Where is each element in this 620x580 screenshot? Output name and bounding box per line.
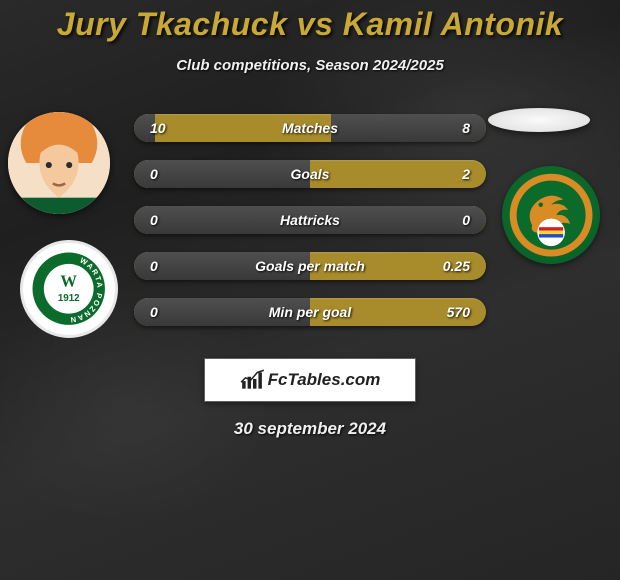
stat-label: Goals [291,166,330,182]
stat-left-value: 10 [150,120,166,136]
stat-left-value: 0 [150,212,158,228]
stat-label: Matches [282,120,338,136]
subtitle: Club competitions, Season 2024/2025 [176,57,444,74]
svg-text:1912: 1912 [58,293,80,304]
page-title: Jury Tkachuck vs Kamil Antonik [57,6,563,43]
date-text: 30 september 2024 [234,419,386,439]
stat-bar: 0 Hattricks 0 [134,206,486,234]
brand-box[interactable]: FcTables.com [204,358,416,402]
stat-right-value: 570 [447,304,470,320]
stat-bar: 0 Goals per match 0.25 [134,252,486,280]
miedz-crest-icon [508,172,594,258]
svg-text:W: W [61,272,78,291]
stat-right-value: 8 [462,120,470,136]
stat-bar: 0 Min per goal 570 [134,298,486,326]
brand-text: FcTables.com [268,370,381,390]
team-left-crest: WARTA POZNAN W 1912 [20,240,118,338]
stat-label: Min per goal [269,304,351,320]
stat-left-value: 0 [150,258,158,274]
stat-right-value: 0 [462,212,470,228]
stat-bars: 10 Matches 8 0 Goals 2 0 Hattricks 0 0 Goals per m… [134,114,486,326]
stat-left-value: 0 [150,304,158,320]
player-left-face-icon [8,112,110,214]
player-left-avatar [8,112,110,214]
comparison-card: Jury Tkachuck vs Kamil Antonik Club comp… [0,0,620,580]
player-right-avatar [488,108,590,132]
warta-crest-icon: WARTA POZNAN W 1912 [31,251,106,326]
stat-label: Goals per match [255,258,365,274]
chart-icon [240,369,266,391]
stats-area: WARTA POZNAN W 1912 10Matches80Goa [0,112,620,362]
stat-bar: 10 Matches 8 [134,114,486,142]
bar-fill-left [134,160,310,188]
stat-right-value: 2 [462,166,470,182]
team-right-crest [502,166,600,264]
stat-label: Hattricks [280,212,340,228]
stat-bar: 0 Goals 2 [134,160,486,188]
stat-left-value: 0 [150,166,158,182]
stat-right-value: 0.25 [443,258,470,274]
